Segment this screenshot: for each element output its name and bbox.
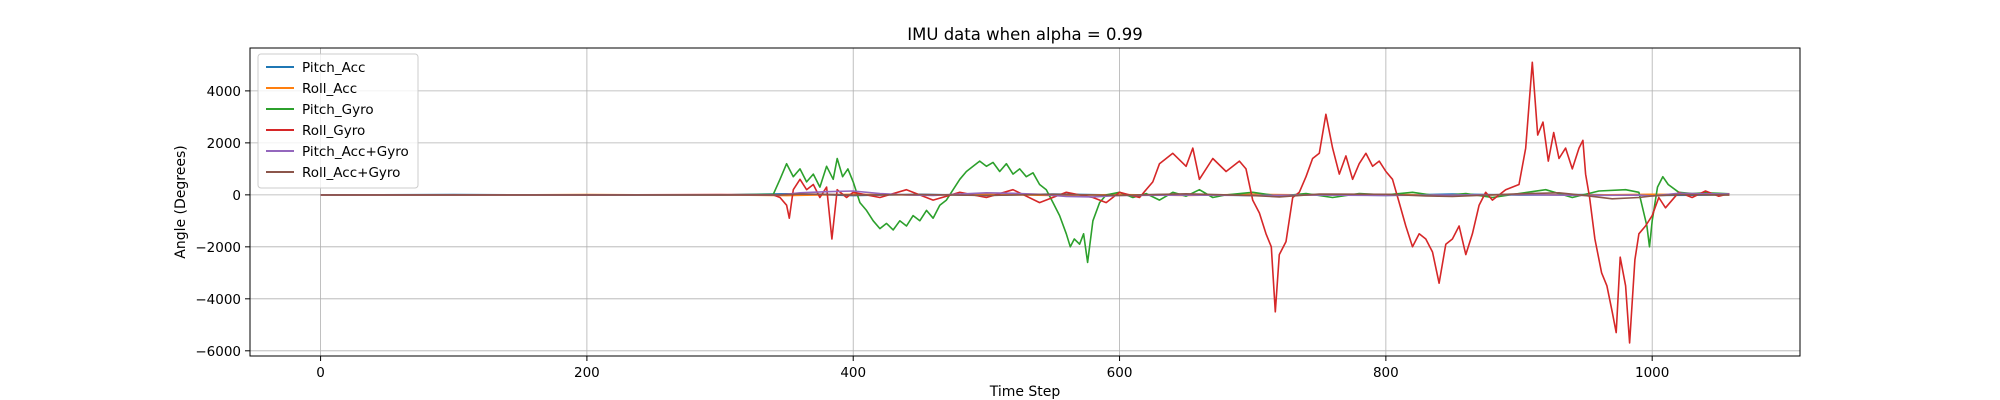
- series-line-roll-acc-gyro: [320, 192, 1730, 200]
- series-line-roll-gyro: [320, 61, 1730, 344]
- series-line-pitch-gyro: [320, 157, 1730, 264]
- legend-label-pitch-acc-gyro: Pitch_Acc+Gyro: [302, 144, 409, 160]
- x-tick-label: 600: [1107, 365, 1133, 381]
- x-axis-label: Time Step: [989, 384, 1061, 400]
- legend-label-pitch-acc: Pitch_Acc: [302, 60, 365, 76]
- y-tick-label: 0: [232, 188, 241, 204]
- chart-title: IMU data when alpha = 0.99: [907, 25, 1142, 44]
- series-line-pitch-acc-gyro: [320, 190, 1730, 198]
- legend-box: [257, 53, 419, 189]
- x-tick-label: 1000: [1635, 365, 1669, 381]
- y-tick-label: −4000: [195, 292, 241, 308]
- series-lines: [320, 61, 1730, 344]
- axis-ticks: 0 200 400 600 800 1000 −6000 −4000 −2000 0 2000 400…: [195, 84, 1669, 381]
- y-axis-label: Angle (Degrees): [173, 145, 189, 258]
- x-tick-label: 0: [316, 365, 325, 381]
- legend-label-roll-gyro: Roll_Gyro: [302, 123, 365, 139]
- legend-label-roll-acc-gyro: Roll_Acc+Gyro: [302, 165, 400, 181]
- x-tick-label: 200: [574, 365, 600, 381]
- y-tick-label: −2000: [195, 240, 241, 256]
- legend-label-pitch-gyro: Pitch_Gyro: [302, 102, 374, 118]
- y-tick-label: 2000: [207, 136, 241, 152]
- y-tick-label: 4000: [207, 84, 241, 100]
- x-tick-label: 800: [1373, 365, 1399, 381]
- legend-label-roll-acc: Roll_Acc: [302, 81, 357, 97]
- plot-frame: [249, 47, 1801, 357]
- legend: Pitch_Acc Roll_Acc Pitch_Gyro Roll_Gyro Pitc…: [257, 53, 419, 189]
- y-tick-label: −6000: [195, 344, 241, 360]
- x-tick-label: 400: [840, 365, 866, 381]
